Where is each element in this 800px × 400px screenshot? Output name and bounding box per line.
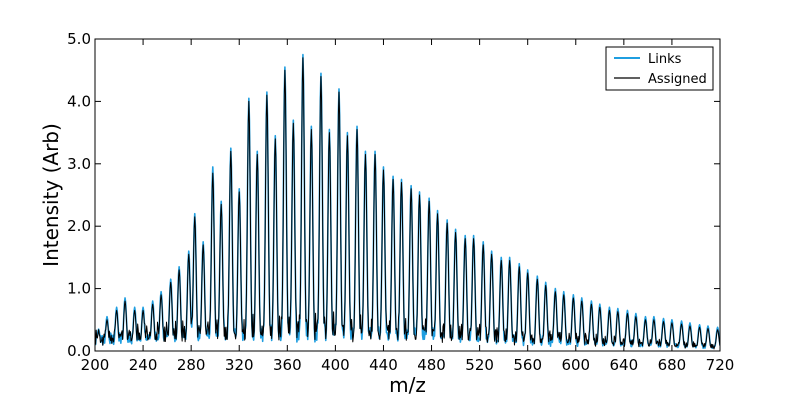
y-tick-label: 3.0 <box>67 155 91 173</box>
x-tick-label: 720 <box>706 356 735 374</box>
x-tick-label: 400 <box>321 356 350 374</box>
series-layer <box>95 53 720 350</box>
y-tick-label: 2.0 <box>67 217 91 235</box>
x-tick-label: 280 <box>177 356 206 374</box>
series-line-links <box>95 53 720 350</box>
x-tick-label: 520 <box>465 356 494 374</box>
x-axis-label: m/z <box>389 373 426 397</box>
x-tick-label: 320 <box>225 356 254 374</box>
y-tick-label: 5.0 <box>67 30 91 48</box>
series-line-assigned <box>95 57 720 350</box>
x-tick-label: 360 <box>273 356 302 374</box>
y-axis-label: Intensity (Arb) <box>39 123 63 267</box>
x-tick-label: 440 <box>369 356 398 374</box>
x-tick-label: 200 <box>81 356 110 374</box>
x-tick-label: 640 <box>610 356 639 374</box>
y-tick-label: 0.0 <box>67 342 91 360</box>
legend: Links Assigned <box>605 46 714 91</box>
ticks-layer: 200 240 280 320 360 400 440 480 520 560 600 640 680 7… <box>67 30 734 374</box>
plot-frame <box>94 38 721 352</box>
x-tick-label: 480 <box>417 356 446 374</box>
x-tick-label: 600 <box>561 356 590 374</box>
legend-box <box>605 46 714 91</box>
y-tick-label: 1.0 <box>67 280 91 298</box>
x-tick-label: 240 <box>129 356 158 374</box>
legend-label-assigned: Assigned <box>648 72 707 87</box>
legend-label-links: Links <box>648 52 682 67</box>
x-tick-label: 560 <box>513 356 542 374</box>
y-tick-label: 4.0 <box>67 92 91 110</box>
x-tick-label: 680 <box>658 356 687 374</box>
